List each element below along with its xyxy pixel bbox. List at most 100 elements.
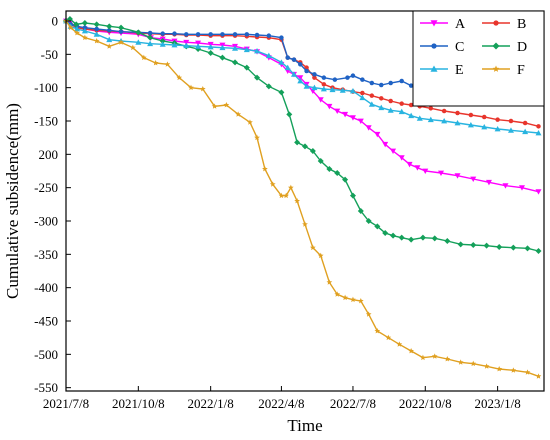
data-point <box>510 367 517 373</box>
data-point <box>288 184 294 191</box>
data-point <box>455 110 460 116</box>
data-point <box>420 354 426 361</box>
data-point <box>483 363 490 369</box>
data-point <box>195 43 202 49</box>
data-point <box>457 359 464 365</box>
data-point <box>254 32 260 38</box>
data-point <box>265 83 272 90</box>
data-point <box>247 119 253 125</box>
data-point <box>457 241 464 248</box>
data-point <box>378 104 385 111</box>
data-point <box>398 108 405 115</box>
data-point <box>342 176 349 183</box>
data-point <box>508 118 514 124</box>
series-line <box>65 20 539 377</box>
data-point <box>454 120 461 126</box>
data-point <box>321 82 327 87</box>
data-point <box>522 120 528 126</box>
data-point <box>106 36 113 43</box>
data-point <box>510 244 517 251</box>
data-point <box>342 111 349 118</box>
data-point <box>444 238 451 244</box>
y-tick-label: -100 <box>34 80 58 95</box>
data-point <box>369 80 375 86</box>
data-point <box>311 84 318 91</box>
plot-frame <box>65 10 545 392</box>
data-point <box>312 75 317 80</box>
data-point <box>419 234 426 241</box>
data-point <box>406 161 413 168</box>
data-point <box>430 65 438 72</box>
data-point <box>208 32 213 37</box>
data-point <box>219 54 226 61</box>
data-point <box>302 143 308 150</box>
data-point <box>365 218 372 224</box>
data-point <box>164 61 171 67</box>
data-point <box>494 126 501 132</box>
data-point <box>304 68 309 74</box>
data-point <box>82 25 88 30</box>
data-point <box>278 192 285 199</box>
data-point <box>408 112 415 119</box>
y-tick-label: -550 <box>34 380 58 395</box>
data-point <box>326 166 333 172</box>
data-point <box>359 94 366 101</box>
data-point <box>495 117 500 122</box>
data-point <box>195 32 201 37</box>
data-point <box>278 59 285 65</box>
data-point <box>317 158 324 164</box>
x-tick-label: 2022/10/8 <box>399 396 452 411</box>
data-point <box>118 29 124 34</box>
data-point <box>74 26 81 32</box>
data-point <box>468 112 474 118</box>
data-point <box>152 60 159 66</box>
data-point <box>493 20 499 26</box>
data-point <box>317 97 324 103</box>
data-point <box>408 348 414 354</box>
data-point <box>232 32 238 37</box>
data-point <box>399 101 404 106</box>
x-tick-label: 2022/7/8 <box>330 396 376 411</box>
data-point <box>470 176 477 182</box>
data-point <box>147 30 153 36</box>
data-point <box>387 107 394 113</box>
data-point <box>297 75 304 81</box>
data-point <box>290 71 297 77</box>
x-tick-label: 2023/1/8 <box>474 396 520 411</box>
data-point <box>382 141 389 148</box>
data-point <box>399 78 404 84</box>
data-point <box>199 86 206 92</box>
data-point <box>522 128 529 135</box>
data-point <box>374 328 381 334</box>
y-tick-label: -150 <box>34 114 58 129</box>
data-point <box>183 39 190 46</box>
data-point <box>135 39 142 45</box>
y-tick-label: 200 <box>39 147 59 162</box>
x-tick-label: 2022/4/8 <box>258 396 304 411</box>
data-point <box>431 43 437 49</box>
legend-item-b: B <box>482 17 526 32</box>
data-point <box>285 55 290 60</box>
legend-label: A <box>455 17 466 32</box>
data-point <box>223 102 230 108</box>
data-point <box>388 98 393 104</box>
data-point <box>408 236 415 243</box>
data-point <box>382 230 389 236</box>
data-point <box>507 127 514 133</box>
legend-item-a: A <box>420 17 466 32</box>
data-point <box>430 20 438 27</box>
legend: A B C D E F <box>412 10 545 107</box>
data-point <box>374 223 381 230</box>
data-point <box>320 86 327 92</box>
data-point <box>219 44 226 51</box>
legend-label: C <box>455 40 464 55</box>
data-point <box>492 65 500 72</box>
data-point <box>535 189 542 195</box>
data-point <box>396 341 403 347</box>
data-point <box>172 31 177 36</box>
legend-item-f: F <box>482 63 525 78</box>
data-point <box>368 101 375 107</box>
data-point <box>379 82 384 88</box>
data-point <box>379 96 384 101</box>
data-point <box>357 298 364 304</box>
